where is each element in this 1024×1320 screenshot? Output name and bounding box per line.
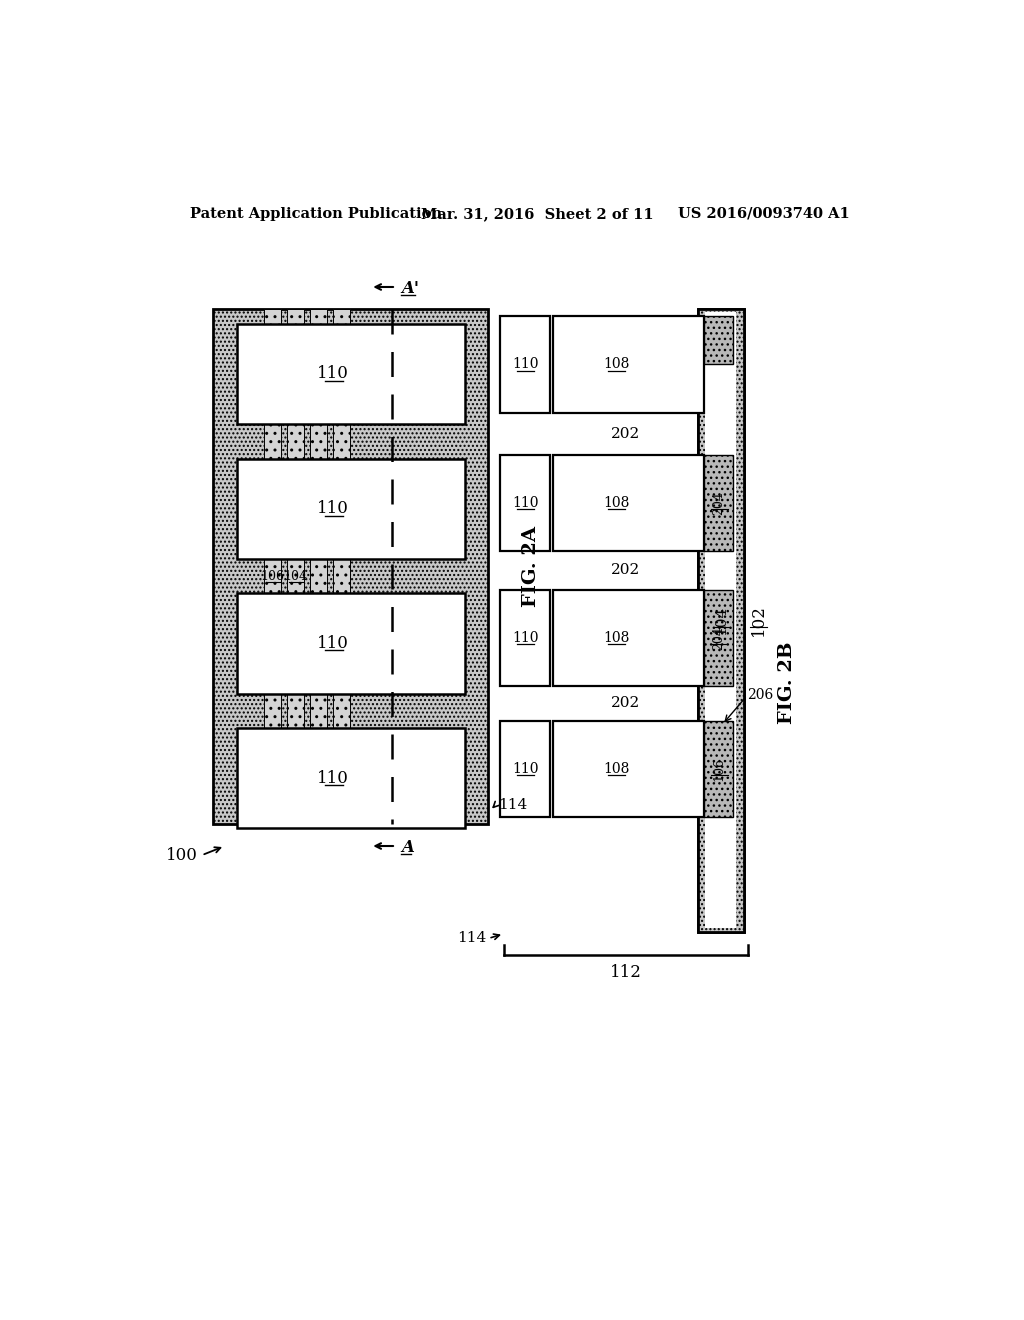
Bar [703, 721, 733, 817]
Text: 104: 104 [284, 570, 307, 582]
Text: 110: 110 [512, 762, 539, 776]
Text: A': A' [401, 280, 420, 297]
Text: 114: 114 [498, 799, 527, 812]
Text: Mar. 31, 2016  Sheet 2 of 11: Mar. 31, 2016 Sheet 2 of 11 [421, 207, 653, 220]
Text: 106: 106 [712, 756, 725, 780]
Bar [237, 729, 465, 829]
Bar [553, 455, 703, 552]
Text: 106: 106 [260, 570, 284, 582]
Text: US 2016/0093740 A1: US 2016/0093740 A1 [678, 207, 850, 220]
Text: 206: 206 [748, 689, 773, 702]
Text: 204: 204 [712, 491, 725, 515]
Bar [263, 309, 281, 825]
Bar [697, 309, 744, 932]
Text: 202: 202 [610, 426, 640, 441]
Text: 108: 108 [603, 631, 630, 644]
Bar [697, 309, 744, 932]
Text: 108: 108 [603, 358, 630, 371]
Bar [213, 309, 488, 825]
Text: 110: 110 [316, 500, 348, 517]
Text: Patent Application Publication: Patent Application Publication [190, 207, 442, 220]
Bar [500, 455, 550, 552]
Text: A: A [401, 840, 415, 857]
Text: 110: 110 [316, 770, 348, 787]
Text: 114: 114 [457, 932, 486, 945]
Bar [500, 317, 550, 412]
Text: 108: 108 [603, 496, 630, 510]
Bar [237, 594, 465, 693]
Text: 100: 100 [166, 846, 198, 863]
Bar [500, 721, 550, 817]
Text: 102: 102 [750, 605, 767, 636]
Text: 104: 104 [714, 606, 728, 635]
Text: 204: 204 [712, 626, 725, 649]
Bar [553, 317, 703, 412]
Text: 112: 112 [610, 964, 642, 981]
Text: 108: 108 [603, 762, 630, 776]
Bar [703, 455, 733, 552]
Text: 110: 110 [512, 496, 539, 510]
Text: 110: 110 [316, 366, 348, 383]
Bar [703, 590, 733, 686]
Text: FIG. 2A: FIG. 2A [522, 525, 540, 607]
Bar [553, 590, 703, 686]
Bar [553, 721, 703, 817]
Text: 202: 202 [610, 696, 640, 710]
Text: FIG. 2B: FIG. 2B [778, 642, 796, 725]
Text: 110: 110 [512, 358, 539, 371]
Bar [500, 590, 550, 686]
Bar [334, 309, 350, 825]
Bar [237, 323, 465, 424]
Text: 202: 202 [610, 564, 640, 577]
Bar [287, 309, 304, 825]
Bar [237, 459, 465, 558]
Bar [706, 313, 736, 928]
Bar [310, 309, 328, 825]
Text: 110: 110 [316, 635, 348, 652]
Text: 110: 110 [512, 631, 539, 644]
Bar [703, 317, 733, 364]
